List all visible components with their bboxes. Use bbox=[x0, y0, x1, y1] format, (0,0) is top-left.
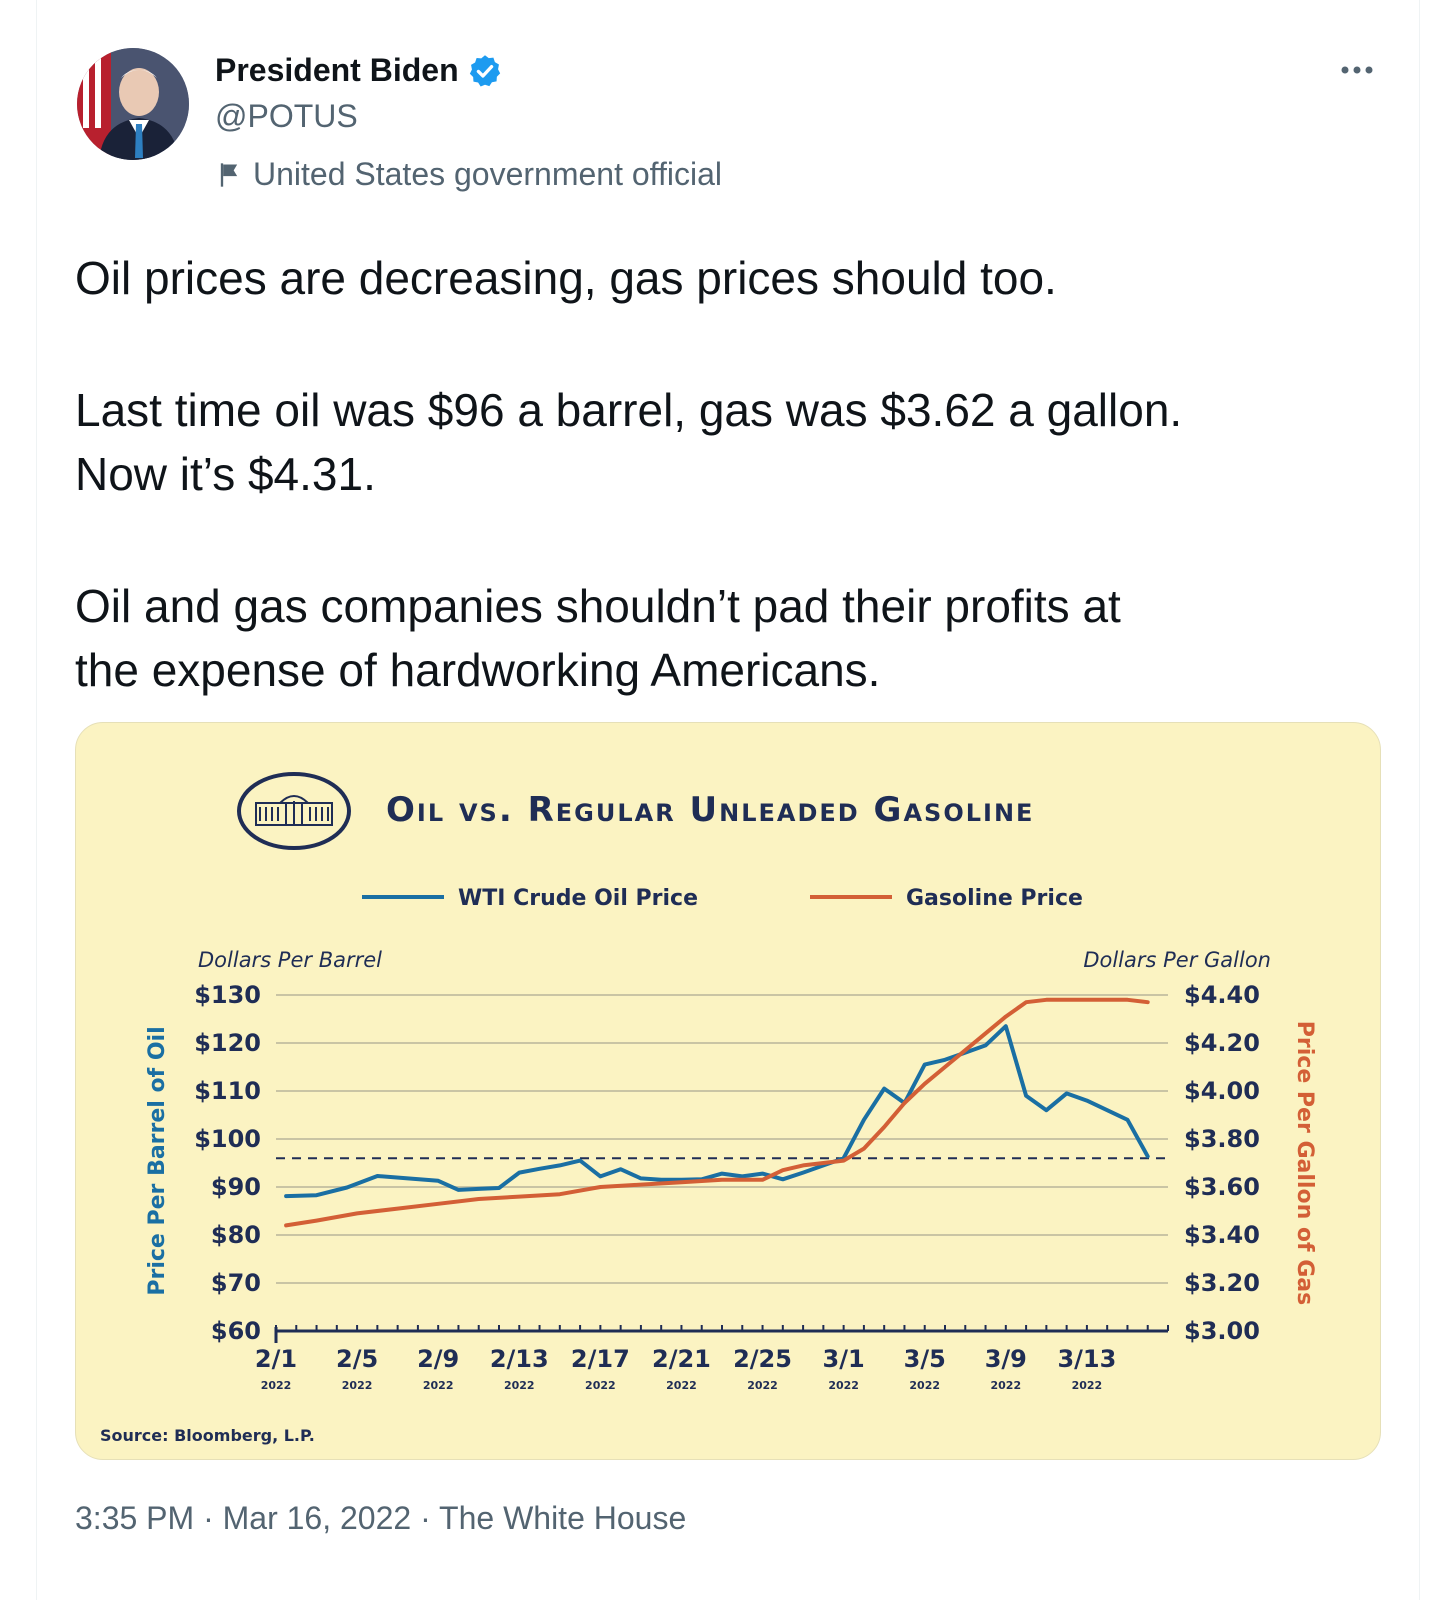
x-tick-label: 3/5 bbox=[904, 1345, 946, 1373]
left-tick-label: $80 bbox=[211, 1221, 261, 1249]
footer-separator: · bbox=[411, 1500, 440, 1536]
tweet-paragraph: Now it’s $4.31. bbox=[75, 448, 376, 500]
x-tick-year: 2022 bbox=[261, 1379, 292, 1392]
left-tick-label: $120 bbox=[194, 1029, 261, 1057]
x-tick-label: 3/9 bbox=[985, 1345, 1027, 1373]
verified-badge-icon bbox=[469, 54, 500, 86]
oil-gas-chart: Oil vs. Regular Unleaded Gasoline WTI Cr… bbox=[100, 772, 1317, 1445]
footer-separator: · bbox=[194, 1500, 223, 1536]
oil-price-line bbox=[284, 1024, 1150, 1199]
flag-icon bbox=[220, 162, 238, 187]
x-tick-year: 2022 bbox=[585, 1379, 616, 1392]
right-axis-label: Price Per Gallon of Gas bbox=[1292, 1021, 1317, 1305]
government-label-text: United States government official bbox=[253, 156, 722, 192]
x-tick-year: 2022 bbox=[504, 1379, 535, 1392]
tweet-media-card[interactable]: Oil vs. Regular Unleaded Gasoline WTI Cr… bbox=[75, 722, 1381, 1460]
x-tick-year: 2022 bbox=[828, 1379, 859, 1392]
author-name[interactable]: President Biden bbox=[215, 52, 459, 88]
x-tick-label: 2/9 bbox=[417, 1345, 459, 1373]
x-tick-label: 2/1 bbox=[255, 1345, 297, 1373]
left-tick-label: $70 bbox=[211, 1269, 261, 1297]
x-tick-label: 2/13 bbox=[490, 1345, 549, 1373]
x-tick-label: 3/13 bbox=[1057, 1345, 1116, 1373]
x-tick-label: 2/21 bbox=[652, 1345, 711, 1373]
tweet-paragraph: Last time oil was $96 a barrel, gas was … bbox=[75, 384, 1183, 436]
right-tick-label: $4.00 bbox=[1184, 1077, 1260, 1105]
left-axis-label: Price Per Barrel of Oil bbox=[145, 1026, 170, 1295]
left-tick-label: $60 bbox=[211, 1317, 261, 1345]
x-tick-year: 2022 bbox=[423, 1379, 454, 1392]
x-tick-label: 2/5 bbox=[336, 1345, 378, 1373]
avatar[interactable] bbox=[77, 48, 189, 160]
more-options-icon[interactable] bbox=[1337, 60, 1377, 80]
legend-oil-label: WTI Crude Oil Price bbox=[458, 886, 698, 911]
right-unit-label: Dollars Per Gallon bbox=[1083, 948, 1271, 972]
right-tick-label: $3.20 bbox=[1184, 1269, 1260, 1297]
government-label: United States government official bbox=[215, 156, 722, 193]
tweet-paragraph: Oil and gas companies shouldn’t pad thei… bbox=[75, 580, 1121, 632]
tweet-paragraph: the expense of hardworking Americans. bbox=[75, 644, 881, 696]
tweet-time[interactable]: 3:35 PM bbox=[75, 1500, 195, 1536]
x-tick-year: 2022 bbox=[747, 1379, 778, 1392]
right-tick-label: $3.00 bbox=[1184, 1317, 1260, 1345]
left-tick-label: $90 bbox=[211, 1173, 261, 1201]
chart-series bbox=[284, 997, 1150, 1228]
chart-title: Oil vs. Regular Unleaded Gasoline bbox=[386, 790, 1034, 830]
x-tick-year: 2022 bbox=[1072, 1379, 1103, 1392]
chart-source: Source: Bloomberg, L.P. bbox=[100, 1426, 315, 1445]
tweet-date[interactable]: Mar 16, 2022 bbox=[222, 1500, 412, 1536]
x-tick-year: 2022 bbox=[666, 1379, 697, 1392]
chart-legend: WTI Crude Oil Price Gasoline Price bbox=[362, 886, 1083, 911]
left-tick-label: $130 bbox=[194, 981, 261, 1009]
author-handle[interactable]: @POTUS bbox=[215, 98, 358, 134]
tweet-paragraph: Oil prices are decreasing, gas prices sh… bbox=[75, 252, 1057, 304]
x-tick-year: 2022 bbox=[991, 1379, 1022, 1392]
right-tick-label: $3.40 bbox=[1184, 1221, 1260, 1249]
right-tick-label: $4.20 bbox=[1184, 1029, 1260, 1057]
white-house-logo-icon bbox=[237, 772, 351, 850]
gas-price-line bbox=[284, 997, 1150, 1228]
x-tick-label: 2/17 bbox=[571, 1345, 630, 1373]
chart-grid bbox=[274, 994, 1169, 1343]
left-unit-label: Dollars Per Barrel bbox=[198, 948, 382, 972]
tweet: President Biden @POTUS United States gov… bbox=[36, 0, 1420, 1600]
left-tick-label: $110 bbox=[194, 1077, 261, 1105]
x-tick-year: 2022 bbox=[342, 1379, 373, 1392]
left-tick-label: $100 bbox=[194, 1125, 261, 1153]
author-name-row[interactable]: President Biden bbox=[215, 52, 503, 89]
right-tick-label: $3.60 bbox=[1184, 1173, 1260, 1201]
x-tick-label: 3/1 bbox=[823, 1345, 865, 1373]
right-tick-label: $3.80 bbox=[1184, 1125, 1260, 1153]
tweet-footer: 3:35 PM · Mar 16, 2022 · The White House bbox=[75, 1500, 686, 1537]
x-tick-label: 2/25 bbox=[733, 1345, 792, 1373]
legend-gas-label: Gasoline Price bbox=[906, 886, 1083, 911]
tweet-source[interactable]: The White House bbox=[439, 1500, 687, 1536]
chart-ticks: $130 $4.40 $120 $4.20 $110 $4.00 $100 $3.80 $90 $… bbox=[194, 981, 1260, 1392]
x-tick-year: 2022 bbox=[909, 1379, 940, 1392]
right-tick-label: $4.40 bbox=[1184, 981, 1260, 1009]
tweet-text: Oil prices are decreasing, gas prices sh… bbox=[75, 246, 1395, 702]
